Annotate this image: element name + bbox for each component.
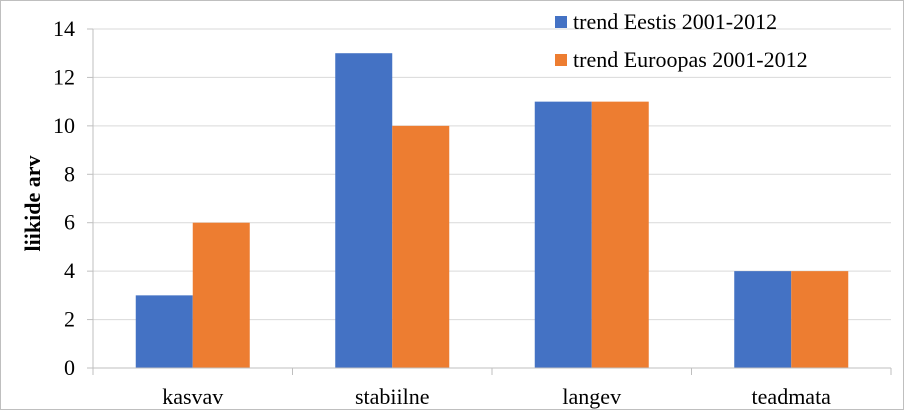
bar-kasvav-series-1 [135, 295, 193, 368]
y-tick-label: 14 [53, 16, 75, 41]
y-tick-label: 12 [53, 64, 75, 89]
x-category-label: kasvav [162, 384, 223, 409]
bar-stabiilne-series-2 [392, 125, 450, 368]
y-tick-label: 6 [64, 210, 75, 235]
legend-label: trend Eestis 2001-2012 [573, 9, 777, 34]
y-tick-label: 10 [53, 113, 75, 138]
axes: 0 2 4 6 8 10 12 14 kasvav stabiilne langev teadmata [53, 16, 892, 409]
bar-stabiilne-series-1 [335, 53, 393, 368]
legend-swatch [555, 54, 567, 66]
bar-teadmata-series-1 [734, 271, 792, 368]
bar-langev-series-2 [591, 101, 649, 369]
x-category-label: teadmata [752, 384, 832, 409]
legend-label: trend Euroopas 2001-2012 [573, 47, 808, 72]
x-category-label: stabiilne [355, 384, 430, 409]
y-tick-label: 8 [64, 161, 75, 186]
bars [135, 53, 849, 369]
bar-langev-series-1 [534, 101, 592, 369]
x-category-label: langev [562, 384, 621, 409]
legend: trend Eestis 2001-2012 trend Euroopas 200… [555, 9, 808, 72]
bar-teadmata-series-2 [791, 271, 849, 368]
y-axis-title: liikide arv [20, 156, 45, 252]
y-tick-label: 0 [64, 355, 75, 380]
y-tick-label: 4 [64, 258, 75, 283]
bar-kasvav-series-2 [192, 222, 250, 368]
y-tick-label: 2 [64, 307, 75, 332]
legend-swatch [555, 16, 567, 28]
